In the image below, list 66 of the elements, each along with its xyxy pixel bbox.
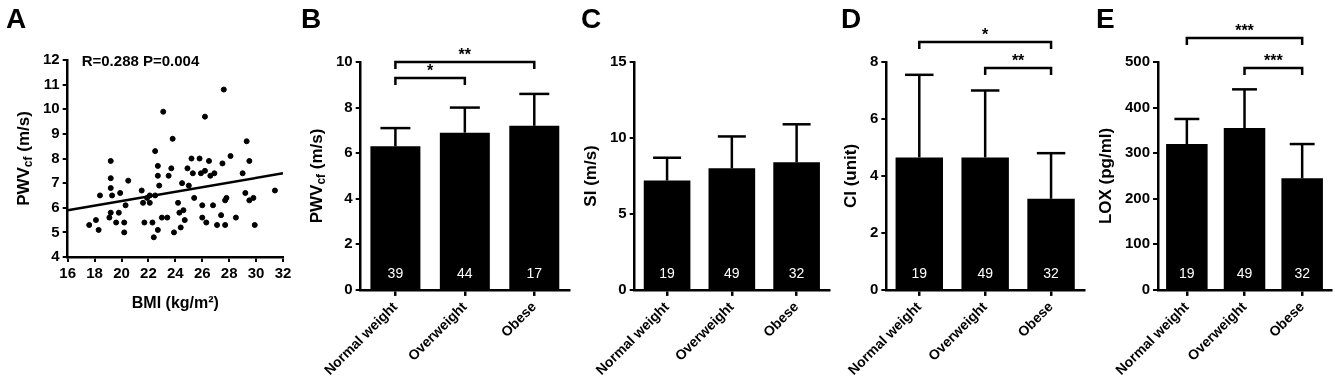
y-tick-label: 100	[1125, 234, 1151, 252]
annotation: 49	[724, 264, 740, 281]
y-axis-title: PWVcf (m/s)	[13, 111, 36, 206]
text: *	[982, 26, 990, 44]
y-tick-label: 6	[344, 143, 353, 161]
chart-title: A	[6, 2, 27, 34]
x-tick-label: 24	[167, 264, 185, 282]
y-tick-label: 500	[1125, 52, 1151, 70]
annotation: 19	[659, 264, 676, 281]
y-tick-label: 4	[344, 188, 354, 206]
y-tick-label: 0	[1141, 280, 1151, 298]
y-tick-label: 0	[344, 280, 353, 298]
x-tick-label: 20	[113, 264, 130, 282]
y-tick-label: 9	[51, 124, 60, 142]
annotation: 49	[1236, 264, 1253, 281]
y-tick-label: 8	[51, 148, 60, 166]
chart-title: B	[301, 2, 322, 34]
x-tick-label: 22	[140, 264, 157, 282]
annotation: **	[1011, 52, 1026, 70]
y-tick-label: 10	[43, 99, 60, 117]
x-tick-label: 16	[59, 264, 77, 282]
y-tick-label: 7	[51, 173, 60, 191]
y-tick-label: 10	[336, 52, 353, 70]
annotation: 49	[977, 264, 994, 281]
y-tick-label: 6	[51, 197, 60, 215]
y-tick-label: 300	[1125, 143, 1151, 161]
annotation: 19	[911, 264, 928, 281]
y-tick-label: 8	[870, 52, 879, 70]
x-tick-label: 30	[247, 264, 265, 282]
y-axis-title: PWVcf (m/s)	[306, 128, 329, 224]
y-axis-title: LOX (pg/ml)	[1095, 127, 1115, 225]
y-tick-label: 2	[344, 234, 353, 252]
y-tick-label: 6	[870, 109, 879, 127]
y-tick-label: 0	[618, 280, 627, 298]
y-tick-label: 5	[51, 222, 60, 240]
y-axis-title: CI (unit)	[840, 143, 860, 209]
x-tick-label: 32	[274, 264, 292, 282]
x-tick-label: 18	[86, 264, 103, 282]
x-tick-label: 28	[220, 264, 238, 282]
y-tick-label: 8	[344, 97, 353, 115]
y-tick-label: 10	[610, 128, 627, 146]
y-tick-label: 15	[610, 52, 627, 70]
y-tick-label: 5	[618, 204, 627, 222]
y-axis-title: SI (m/s)	[580, 145, 600, 207]
annotation: **	[458, 46, 472, 64]
x-axis-title: BMI (kg/m²)	[131, 294, 219, 312]
x-tick-label: 26	[193, 264, 211, 282]
chart-title: C	[581, 2, 602, 34]
y-tick-label: 11	[43, 74, 60, 92]
text: ***	[1235, 22, 1255, 40]
annotation: ***	[1264, 52, 1284, 70]
chart-title: E	[1096, 2, 1115, 34]
y-tick-label: 12	[43, 50, 60, 68]
y-tick-label: 2	[870, 223, 879, 241]
y-tick-label: 0	[870, 280, 879, 298]
annotation: R=0.288 P=0.004	[81, 51, 200, 69]
y-tick-label: 4	[51, 247, 61, 265]
annotation: 19	[1179, 264, 1195, 281]
annotation: 17	[526, 264, 543, 281]
y-tick-label: 200	[1125, 188, 1151, 206]
chart-title: D	[841, 2, 862, 34]
annotation: *	[427, 62, 435, 80]
annotation: 44	[457, 264, 473, 281]
annotation: 39	[387, 264, 404, 281]
y-tick-label: 400	[1125, 97, 1151, 115]
y-tick-label: 4	[870, 166, 879, 184]
